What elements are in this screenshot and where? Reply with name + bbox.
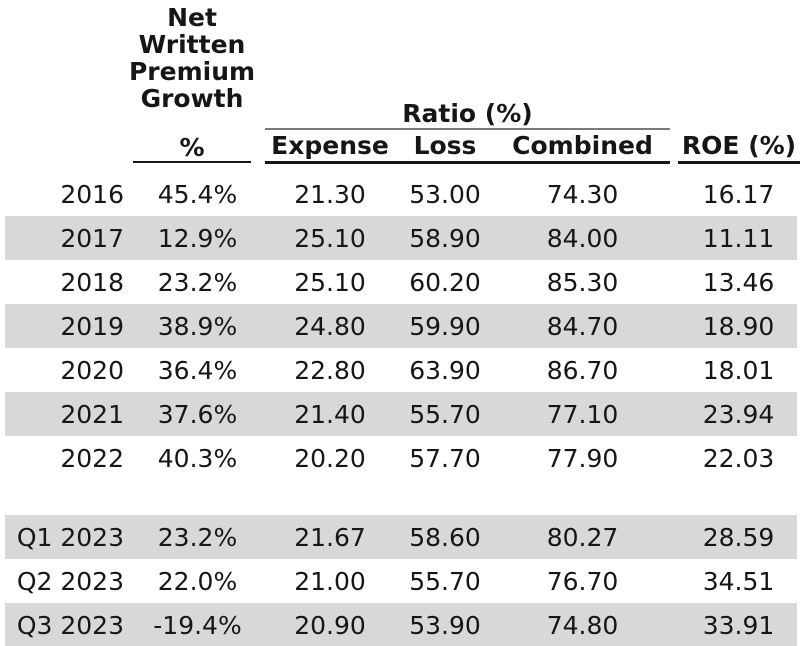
nwp-growth-cell: 40.3% bbox=[157, 443, 238, 473]
col-group-header-ratio: Ratio (%) bbox=[265, 99, 670, 130]
table-row-2019: 2019 38.9% 24.80 59.90 84.70 18.90 bbox=[5, 304, 797, 348]
loss-ratio-cell: 60.20 bbox=[409, 267, 481, 297]
period-cell: Q3 2023 bbox=[16, 610, 124, 640]
expense-ratio-cell: 22.80 bbox=[294, 355, 366, 385]
combined-ratio-cell: 77.90 bbox=[546, 443, 619, 473]
roe-cell: 34.51 bbox=[702, 566, 775, 596]
expense-ratio-cell: 25.10 bbox=[294, 223, 366, 253]
period-cell: Q2 2023 bbox=[16, 566, 124, 596]
nwp-growth-cell: 36.4% bbox=[157, 355, 238, 385]
combined-ratio-cell: 74.80 bbox=[546, 610, 619, 640]
period-cell: 2021 bbox=[60, 399, 124, 429]
roe-cell: 23.94 bbox=[702, 399, 775, 429]
loss-ratio-cell: 55.70 bbox=[409, 399, 481, 429]
ratio-subheaders: Expense Loss Combined bbox=[265, 131, 670, 164]
loss-ratio-cell: 53.00 bbox=[409, 179, 481, 209]
nwp-header-percent: % bbox=[179, 133, 205, 162]
table-body: 2016 45.4% 21.30 53.00 74.30 16.17 2017 12.9% 25… bbox=[5, 172, 797, 646]
nwp-header-line: Net bbox=[167, 3, 217, 32]
roe-cell: 16.17 bbox=[702, 179, 775, 209]
loss-ratio-cell: 55.70 bbox=[409, 566, 481, 596]
nwp-growth-cell: -19.4% bbox=[153, 610, 242, 640]
expense-ratio-cell: 25.10 bbox=[294, 267, 366, 297]
period-cell: Q1 2023 bbox=[16, 522, 124, 552]
col-header-loss: Loss bbox=[413, 131, 477, 160]
table-row-2020: 2020 36.4% 22.80 63.90 86.70 18.01 bbox=[5, 348, 797, 392]
table-row-q1-2023: Q1 2023 23.2% 21.67 58.60 80.27 28.59 bbox=[5, 515, 797, 559]
combined-ratio-cell: 84.70 bbox=[546, 311, 619, 341]
nwp-header-line: Written bbox=[138, 30, 246, 59]
combined-ratio-cell: 77.10 bbox=[546, 399, 619, 429]
combined-ratio-cell: 85.30 bbox=[546, 267, 619, 297]
period-cell: 2020 bbox=[60, 355, 124, 385]
nwp-growth-cell: 23.2% bbox=[157, 267, 238, 297]
combined-ratio-cell: 86.70 bbox=[546, 355, 619, 385]
roe-cell: 11.11 bbox=[702, 223, 775, 253]
combined-ratio-cell: 80.27 bbox=[546, 522, 619, 552]
combined-ratio-cell: 74.30 bbox=[546, 179, 619, 209]
period-cell: 2019 bbox=[60, 311, 124, 341]
loss-ratio-cell: 59.90 bbox=[409, 311, 481, 341]
period-cell: 2018 bbox=[60, 267, 124, 297]
combined-ratio-cell: 76.70 bbox=[546, 566, 619, 596]
col-header-combined: Combined bbox=[512, 131, 653, 160]
table-row-q3-2023: Q3 2023 -19.4% 20.90 53.90 74.80 33.91 bbox=[5, 603, 797, 646]
nwp-growth-cell: 37.6% bbox=[157, 399, 238, 429]
col-header-expense: Expense bbox=[271, 131, 389, 160]
roe-cell: 33.91 bbox=[702, 610, 775, 640]
expense-ratio-cell: 21.30 bbox=[294, 179, 366, 209]
expense-ratio-cell: 21.40 bbox=[294, 399, 366, 429]
nwp-header-line: Growth bbox=[140, 84, 244, 113]
table-row-2018: 2018 23.2% 25.10 60.20 85.30 13.46 bbox=[5, 260, 797, 304]
loss-ratio-cell: 63.90 bbox=[409, 355, 481, 385]
expense-ratio-cell: 20.90 bbox=[294, 610, 366, 640]
table-row-q2-2023: Q2 2023 22.0% 21.00 55.70 76.70 34.51 bbox=[5, 559, 797, 603]
expense-ratio-cell: 21.67 bbox=[294, 522, 366, 552]
table-row-2017: 2017 12.9% 25.10 58.90 84.00 11.11 bbox=[5, 216, 797, 260]
nwp-growth-cell: 22.0% bbox=[157, 566, 238, 596]
period-cell: 2017 bbox=[60, 223, 124, 253]
period-cell: 2022 bbox=[60, 443, 124, 473]
nwp-header-line: Premium bbox=[128, 57, 256, 86]
nwp-growth-cell: 12.9% bbox=[157, 223, 238, 253]
loss-ratio-cell: 57.70 bbox=[409, 443, 481, 473]
roe-cell: 13.46 bbox=[702, 267, 775, 297]
nwp-growth-cell: 23.2% bbox=[157, 522, 238, 552]
expense-ratio-cell: 21.00 bbox=[294, 566, 366, 596]
table-row-2016: 2016 45.4% 21.30 53.00 74.30 16.17 bbox=[5, 172, 797, 216]
expense-ratio-cell: 24.80 bbox=[294, 311, 366, 341]
loss-ratio-cell: 58.60 bbox=[409, 522, 481, 552]
roe-cell: 28.59 bbox=[702, 522, 775, 552]
loss-ratio-cell: 58.90 bbox=[409, 223, 481, 253]
table-row-2022: 2022 40.3% 20.20 57.70 77.90 22.03 bbox=[5, 436, 797, 480]
roe-cell: 18.01 bbox=[702, 355, 775, 385]
table-header: Net Written Premium Growth % Ratio (%) E… bbox=[0, 0, 802, 172]
combined-ratio-cell: 84.00 bbox=[546, 223, 619, 253]
nwp-growth-cell: 38.9% bbox=[157, 311, 238, 341]
expense-ratio-cell: 20.20 bbox=[294, 443, 366, 473]
col-header-net-written-premium-growth: Net Written Premium Growth % bbox=[129, 3, 255, 163]
col-header-roe: ROE (%) bbox=[678, 131, 800, 164]
nwp-growth-cell: 45.4% bbox=[157, 179, 238, 209]
roe-cell: 22.03 bbox=[702, 443, 775, 473]
period-cell: 2016 bbox=[60, 179, 124, 209]
roe-cell: 18.90 bbox=[702, 311, 775, 341]
table-row-2021: 2021 37.6% 21.40 55.70 77.10 23.94 bbox=[5, 392, 797, 436]
loss-ratio-cell: 53.90 bbox=[409, 610, 481, 640]
